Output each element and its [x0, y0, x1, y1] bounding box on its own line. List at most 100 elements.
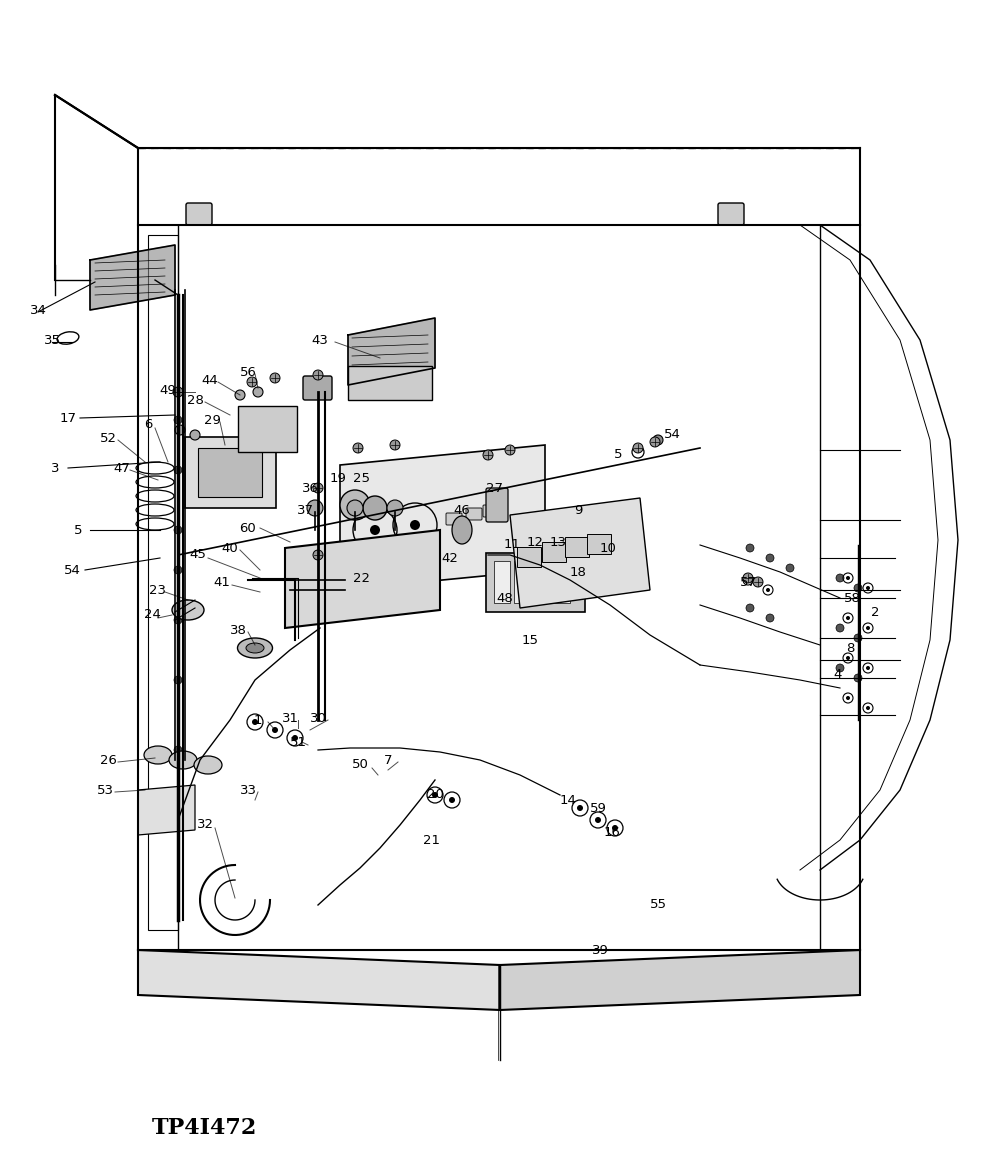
Text: 40: 40 — [222, 542, 239, 555]
FancyBboxPatch shape — [494, 560, 510, 603]
Text: 36: 36 — [301, 482, 318, 495]
Text: 1: 1 — [253, 713, 262, 726]
Circle shape — [270, 372, 280, 383]
Text: 60: 60 — [240, 522, 256, 535]
FancyBboxPatch shape — [466, 508, 482, 521]
Circle shape — [612, 825, 618, 831]
Circle shape — [390, 439, 400, 450]
Text: 19: 19 — [329, 471, 346, 484]
Circle shape — [766, 588, 770, 592]
FancyBboxPatch shape — [514, 560, 530, 603]
Circle shape — [846, 656, 850, 660]
FancyBboxPatch shape — [446, 513, 462, 525]
Text: 25: 25 — [353, 471, 370, 484]
Text: 57: 57 — [740, 576, 756, 589]
Ellipse shape — [452, 516, 472, 544]
Circle shape — [746, 544, 754, 552]
Text: 17: 17 — [60, 411, 77, 424]
Text: 55: 55 — [650, 899, 667, 912]
Text: 32: 32 — [197, 819, 214, 832]
Circle shape — [753, 577, 763, 588]
FancyBboxPatch shape — [554, 560, 570, 603]
Text: 37: 37 — [296, 504, 313, 517]
Circle shape — [449, 797, 455, 803]
Circle shape — [854, 634, 862, 642]
Text: 18: 18 — [570, 565, 587, 578]
Circle shape — [743, 573, 753, 583]
Text: 23: 23 — [150, 584, 167, 597]
FancyBboxPatch shape — [486, 553, 585, 612]
Circle shape — [175, 425, 185, 435]
Text: 21: 21 — [423, 833, 440, 846]
Text: 3: 3 — [51, 462, 59, 475]
Text: 35: 35 — [44, 334, 61, 347]
Ellipse shape — [172, 600, 204, 620]
FancyBboxPatch shape — [718, 203, 744, 224]
Circle shape — [313, 483, 323, 493]
FancyBboxPatch shape — [185, 437, 276, 508]
Circle shape — [370, 525, 380, 535]
Text: 59: 59 — [590, 801, 607, 814]
Text: 15: 15 — [522, 633, 539, 646]
Text: 5: 5 — [74, 524, 82, 537]
Circle shape — [653, 435, 663, 445]
Text: TP4I472: TP4I472 — [152, 1117, 257, 1139]
Text: 14: 14 — [560, 793, 577, 806]
Circle shape — [313, 370, 323, 380]
Circle shape — [836, 575, 844, 582]
Circle shape — [746, 578, 750, 582]
FancyBboxPatch shape — [303, 376, 332, 400]
FancyBboxPatch shape — [238, 407, 297, 452]
Circle shape — [846, 576, 850, 580]
Circle shape — [174, 526, 182, 533]
Text: 16: 16 — [604, 826, 621, 839]
Text: 9: 9 — [574, 504, 582, 517]
Circle shape — [190, 430, 200, 439]
Text: 44: 44 — [202, 374, 219, 387]
Circle shape — [387, 501, 403, 516]
Circle shape — [174, 676, 182, 684]
Circle shape — [836, 664, 844, 672]
Text: 20: 20 — [426, 788, 443, 801]
Text: 38: 38 — [230, 624, 247, 637]
Circle shape — [174, 566, 182, 575]
Circle shape — [786, 564, 794, 572]
Polygon shape — [510, 498, 650, 607]
Ellipse shape — [246, 643, 264, 653]
Circle shape — [347, 501, 363, 516]
FancyBboxPatch shape — [483, 505, 499, 517]
Circle shape — [866, 586, 870, 590]
Text: 13: 13 — [550, 536, 567, 549]
Text: 27: 27 — [486, 482, 504, 495]
Circle shape — [340, 490, 370, 521]
Circle shape — [353, 443, 363, 454]
FancyBboxPatch shape — [587, 533, 611, 553]
Circle shape — [292, 736, 298, 741]
Text: 11: 11 — [504, 538, 521, 551]
Text: 46: 46 — [454, 504, 470, 517]
Circle shape — [247, 377, 257, 387]
Text: 31: 31 — [281, 712, 298, 725]
Circle shape — [650, 437, 660, 447]
Circle shape — [410, 521, 420, 530]
Polygon shape — [138, 951, 500, 1010]
Text: 41: 41 — [214, 576, 231, 589]
Circle shape — [846, 616, 850, 620]
Circle shape — [253, 387, 263, 397]
Text: 47: 47 — [114, 462, 131, 475]
Text: 2: 2 — [870, 605, 879, 618]
Text: 54: 54 — [664, 429, 681, 442]
Ellipse shape — [169, 751, 197, 768]
Polygon shape — [138, 785, 195, 835]
Text: 39: 39 — [592, 944, 609, 956]
Circle shape — [746, 604, 754, 612]
Circle shape — [307, 501, 323, 516]
Text: 6: 6 — [144, 418, 152, 431]
Text: 8: 8 — [846, 642, 854, 654]
Text: 49: 49 — [160, 383, 177, 396]
Polygon shape — [340, 445, 545, 590]
Circle shape — [505, 445, 515, 455]
Text: 51: 51 — [289, 736, 306, 748]
Circle shape — [854, 674, 862, 681]
Circle shape — [174, 466, 182, 474]
